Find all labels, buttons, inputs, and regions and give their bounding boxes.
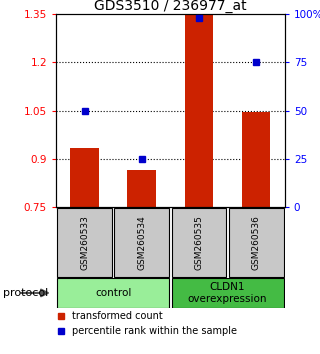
Bar <box>57 278 169 308</box>
Text: GSM260533: GSM260533 <box>80 215 89 270</box>
Bar <box>70 148 99 207</box>
Text: GSM260536: GSM260536 <box>252 215 261 270</box>
Text: percentile rank within the sample: percentile rank within the sample <box>72 326 237 336</box>
Text: CLDN1
overexpression: CLDN1 overexpression <box>188 282 267 304</box>
Bar <box>185 14 213 207</box>
Bar <box>172 278 284 308</box>
Bar <box>57 208 112 277</box>
Bar <box>172 208 227 277</box>
Bar <box>229 208 284 277</box>
Bar <box>127 170 156 207</box>
Title: GDS3510 / 236977_at: GDS3510 / 236977_at <box>94 0 247 13</box>
Text: transformed count: transformed count <box>72 310 163 320</box>
Text: GSM260534: GSM260534 <box>137 215 146 270</box>
Bar <box>242 112 270 207</box>
Text: control: control <box>95 288 132 298</box>
Bar <box>114 208 169 277</box>
Text: protocol: protocol <box>3 288 48 298</box>
Text: GSM260535: GSM260535 <box>195 215 204 270</box>
